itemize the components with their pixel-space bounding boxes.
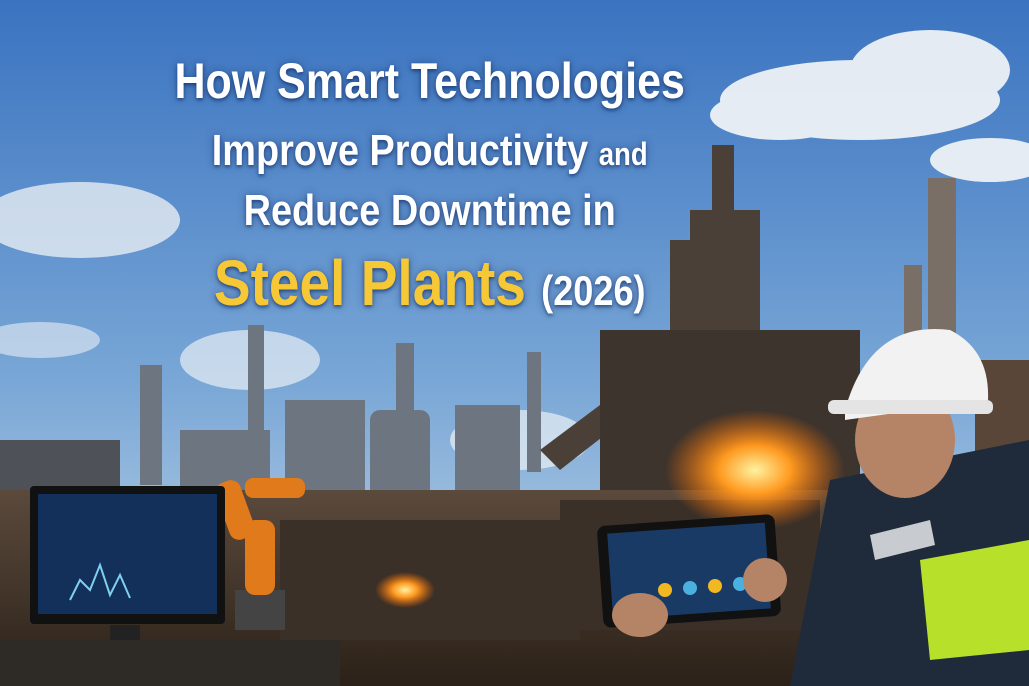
computer-monitor (0, 486, 340, 686)
tablet (597, 514, 787, 637)
furnace-glow (375, 572, 435, 608)
headline-line-4: Steel Plants (2026) (60, 246, 800, 320)
robot-arm (215, 478, 305, 630)
molten-fire (665, 410, 845, 530)
headline-highlight: Steel Plants (213, 247, 526, 319)
headline-line-2-main: Improve Productivity (211, 126, 589, 175)
hard-hat-icon (845, 329, 989, 420)
headline-line-2-suffix: and (598, 136, 648, 172)
headline-line-1: How Smart Technologies (174, 53, 685, 109)
factory-buildings (0, 178, 956, 530)
headline-line-2: Improve Productivity and (60, 126, 800, 176)
headline-line-3: Reduce Downtime in (243, 186, 616, 235)
headline-year: (2026) (541, 267, 646, 314)
worker (790, 329, 1029, 686)
